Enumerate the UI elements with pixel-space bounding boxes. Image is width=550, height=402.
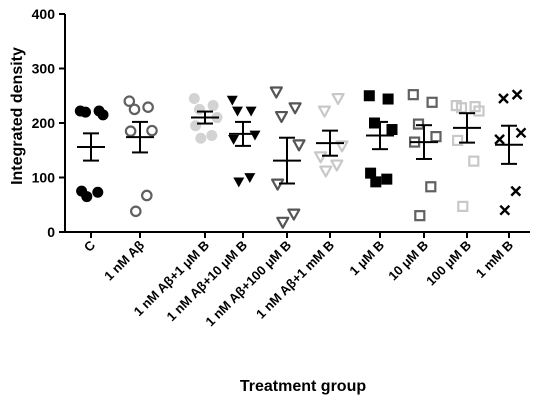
data-point: [468, 155, 480, 167]
data-point-stroke: [498, 93, 509, 104]
data-point: [190, 120, 202, 132]
data-point: [93, 105, 105, 117]
data-point: [76, 185, 88, 197]
data-point: [515, 127, 527, 139]
data-point: [233, 177, 245, 188]
data-point: [276, 216, 290, 229]
data-point: [124, 125, 137, 137]
data-point: [232, 106, 243, 117]
data-point: [287, 208, 301, 221]
data-point: [245, 106, 257, 117]
group-8: [450, 99, 485, 212]
data-point: [207, 100, 219, 112]
data-point: [430, 131, 442, 143]
x-category-label: 1 nM Aβ+1 mM B: [253, 238, 337, 322]
data-point: [226, 95, 238, 106]
data-point: [319, 165, 333, 178]
data-point: [288, 102, 302, 115]
group-2: [188, 92, 223, 144]
data-point: [426, 96, 438, 108]
data-point: [382, 93, 394, 105]
group-6: [363, 90, 398, 188]
y-axis-title: Integrated density: [9, 47, 26, 185]
data-point: [407, 89, 419, 101]
data-point: [499, 204, 511, 216]
data-point: [457, 200, 469, 212]
data-point: [365, 167, 377, 179]
data-point: [249, 130, 261, 141]
data-point-stroke: [499, 204, 511, 216]
data-point: [511, 89, 523, 101]
data-point: [412, 118, 425, 130]
x-category-label: 1 mM B: [473, 238, 516, 281]
data-point: [386, 124, 398, 136]
data-point: [206, 130, 218, 142]
data-point: [498, 93, 509, 104]
data-point: [146, 124, 158, 137]
data-point: [274, 110, 289, 124]
data-point: [195, 132, 207, 144]
group-0: [74, 105, 109, 203]
data-point: [452, 134, 464, 147]
data-point: [92, 186, 104, 198]
data-point: [228, 134, 240, 145]
data-point: [244, 173, 256, 183]
x-category-label: C: [81, 237, 99, 255]
x-axis-title: Treatment group: [240, 378, 366, 395]
data-point: [363, 90, 375, 102]
data-point: [414, 210, 426, 222]
data-point: [369, 117, 380, 129]
y-tick-label: 200: [32, 115, 56, 131]
data-point: [335, 140, 349, 153]
data-point: [469, 101, 481, 113]
data-point: [194, 103, 205, 115]
data-point-stroke: [511, 89, 523, 101]
data-point: [128, 103, 141, 116]
x-category-label: 1 nM Aβ: [101, 237, 147, 283]
data-point: [331, 92, 345, 106]
data-point-stroke: [510, 185, 522, 197]
data-point: [425, 181, 437, 193]
group-3: [226, 95, 261, 188]
y-tick-label: 300: [32, 61, 56, 77]
data-marks: [74, 86, 527, 229]
y-tick-label: 400: [32, 6, 56, 22]
data-point: [494, 134, 505, 145]
x-category-label: 1 μM B: [346, 238, 387, 279]
y-tick-label: 100: [32, 170, 56, 186]
group-7: [407, 89, 442, 222]
data-point: [130, 205, 142, 218]
data-point: [317, 105, 332, 118]
y-tick-label: 0: [47, 224, 55, 240]
data-point: [314, 151, 328, 164]
data-point: [510, 185, 522, 197]
data-point: [188, 92, 200, 104]
group-5: [314, 92, 349, 178]
data-point: [271, 178, 285, 191]
data-point: [370, 176, 382, 188]
data-point-stroke: [515, 127, 527, 139]
group-1: [123, 95, 158, 218]
data-point: [269, 86, 283, 99]
group-4: [269, 86, 306, 229]
data-point: [142, 101, 154, 113]
data-point: [141, 189, 153, 202]
x-category-label: 100 μM B: [423, 238, 474, 289]
data-point: [123, 95, 136, 107]
data-point-stroke: [494, 134, 505, 145]
data-point: [450, 99, 462, 112]
data-point: [74, 105, 86, 117]
data-point: [292, 139, 306, 152]
data-point: [381, 173, 393, 185]
group-9: [494, 89, 527, 216]
data-point: [330, 159, 344, 172]
